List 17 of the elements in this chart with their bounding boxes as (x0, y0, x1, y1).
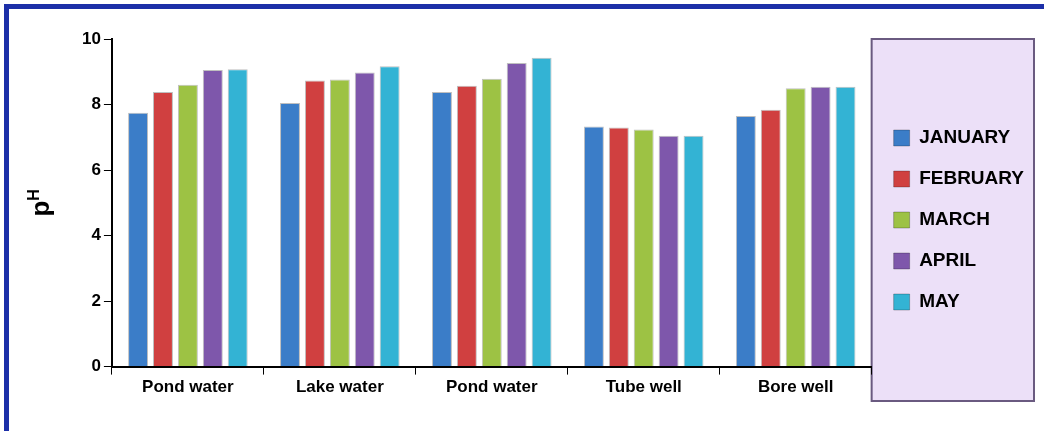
y-tick-label: 2 (91, 290, 101, 310)
x-tick-label: Pond water (142, 377, 235, 397)
legend-label: FEBRUARY (919, 167, 1025, 189)
x-tick-label: Lake water (295, 377, 385, 397)
y-tick-label: 8 (91, 94, 101, 114)
legend-label: MAY (919, 290, 960, 312)
y-axis-title: pH (25, 189, 55, 217)
y-tick-label: 4 (91, 225, 102, 245)
x-tick-label: Tube well (605, 377, 682, 397)
y-tick-label: 0 (91, 356, 101, 376)
x-tick-label: Bore well (757, 377, 834, 397)
legend-label: MARCH (919, 208, 990, 230)
legend-label: APRIL (919, 249, 977, 271)
x-tick-label: Pond water (445, 377, 538, 397)
y-tick-label: 6 (91, 159, 101, 179)
legend-label: JANUARY (919, 126, 1011, 148)
y-tick-label: 10 (81, 28, 101, 48)
